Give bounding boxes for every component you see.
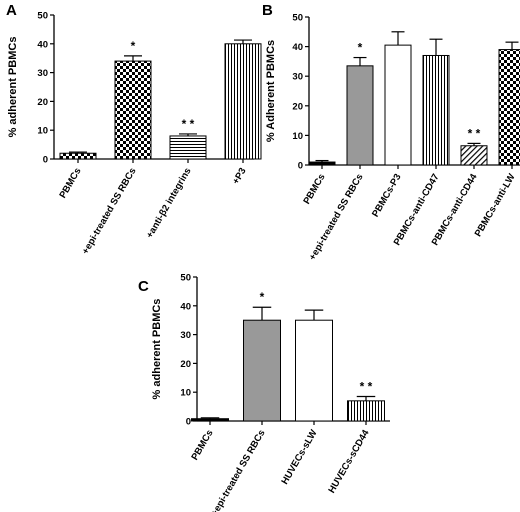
panel-c-y-axis-label: % adherent PBMCs: [151, 299, 163, 400]
panel-a-bar: [114, 60, 152, 160]
panel-b-category-label: PBMCs-anti-LW: [473, 172, 518, 239]
panel-c-bar: [295, 319, 333, 422]
panel-a-category-label: +epi-treated SS RBCs: [80, 166, 138, 256]
y-tick-label: 50: [37, 11, 48, 22]
y-tick-label: 50: [180, 273, 191, 284]
y-tick-label: 10: [292, 131, 303, 142]
y-tick-label: 20: [37, 97, 48, 108]
y-tick-label: 40: [292, 42, 303, 53]
y-tick-label: 0: [186, 417, 191, 428]
panel-c: C% adherent PBMCs 0 10 20 30 40 50 PBMCs * +epi-t…: [138, 273, 390, 512]
y-tick-label: 50: [292, 13, 303, 24]
panel-c-bar: [347, 400, 385, 422]
panel-b-bar: [346, 65, 374, 166]
y-tick-label: 0: [43, 155, 48, 166]
panel-c-bar: [243, 319, 281, 422]
y-tick-label: 0: [298, 161, 303, 172]
y-tick-label: 10: [37, 126, 48, 137]
significance-marker: * *: [360, 380, 373, 394]
panel-a-letter: A: [6, 2, 17, 19]
significance-marker: * *: [468, 126, 481, 140]
panel-a-y-axis-label: % adherent PBMCs: [7, 37, 19, 138]
panel-a-category-label: +P3: [230, 166, 248, 186]
y-tick-label: 20: [180, 359, 191, 370]
panel-c-category-label: +epi-treated SS RBCs: [209, 428, 267, 512]
panel-b-y-axis-label: % Adherent PBMCs: [265, 40, 277, 142]
panel-c-category-label: PBMCs: [189, 428, 215, 462]
panel-b-bar: [384, 44, 412, 166]
panel-b-category-label: PBMCs-P3: [370, 172, 404, 219]
panel-b-bar: [460, 145, 488, 166]
y-tick-label: 30: [292, 72, 303, 83]
panel-b-bar: [498, 49, 520, 166]
panel-a-category-label: +anti-β2 integrins: [144, 166, 193, 240]
panel-a-bar: [169, 135, 207, 160]
y-tick-label: 40: [180, 301, 191, 312]
y-tick-label: 30: [37, 68, 48, 79]
panel-c-category-label: HUVECs-sCD44: [326, 427, 372, 495]
y-tick-label: 10: [180, 388, 191, 399]
panel-b-bar: [308, 161, 336, 166]
y-tick-label: 30: [180, 330, 191, 341]
panel-a: A % adherent PBMCs 0 10 20 30 40 50 PBMCs * +epi-t…: [6, 2, 262, 256]
panel-b-bar: [422, 54, 450, 166]
y-tick-label: 40: [37, 39, 48, 50]
significance-marker: *: [358, 41, 363, 55]
significance-marker: *: [131, 39, 136, 53]
panel-c-category-label: HUVECs-sLW: [279, 428, 319, 487]
significance-marker: *: [260, 290, 265, 304]
panel-a-bar: [59, 152, 97, 160]
panel-c-bar: [191, 418, 229, 422]
panel-b-category-label: PBMCs: [301, 172, 327, 206]
panel-a-category-label: PBMCs: [57, 166, 83, 200]
y-tick-label: 20: [292, 101, 303, 112]
significance-marker: * *: [182, 117, 195, 131]
panel-c-letter: C: [138, 278, 149, 295]
panel-b: B% Adherent PBMCs01020304050PBMCs*+epi-t…: [262, 2, 520, 262]
panel-a-bar: [224, 43, 262, 160]
panel-b-letter: B: [262, 2, 273, 19]
